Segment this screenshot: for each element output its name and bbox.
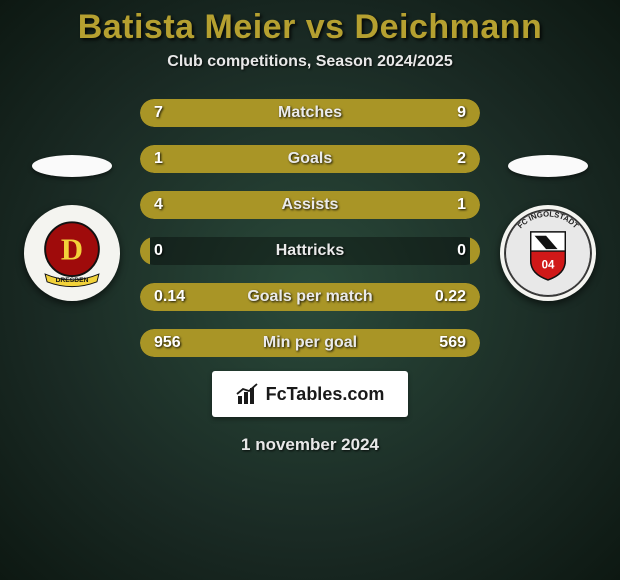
stat-value-left: 7 [154,104,163,122]
stat-value-left: 956 [154,334,181,352]
stat-value-left: 1 [154,150,163,168]
crest-year: 04 [542,259,555,271]
fc-ingolstadt-crest-icon: FC INGOLSTADT 04 [500,205,596,301]
stat-row: 79Matches [140,99,480,127]
date-text: 1 november 2024 [241,435,379,455]
stat-value-right: 0 [457,242,466,260]
club-column-left: D DRESDEN [12,155,132,301]
bar-chart-icon [236,382,260,406]
club-crest-left: D DRESDEN [24,205,120,301]
stat-value-right: 569 [439,334,466,352]
star-marker-right [508,155,588,177]
crest-letter: D [61,233,83,267]
star-marker-left [32,155,112,177]
crest-ribbon-text: DRESDEN [56,277,89,284]
club-column-right: FC INGOLSTADT 04 [488,155,608,301]
bar-fill-left [140,237,150,265]
stat-value-right: 2 [457,150,466,168]
stat-bars: 79Matches12Goals41Assists00Hattricks0.14… [140,99,480,357]
club-crest-right: FC INGOLSTADT 04 [500,205,596,301]
subtitle: Club competitions, Season 2024/2025 [167,53,452,71]
stat-value-right: 9 [457,104,466,122]
stat-label: Hattricks [140,242,480,260]
stat-row: 956569Min per goal [140,329,480,357]
stat-value-right: 0.22 [435,288,466,306]
stat-value-left: 0.14 [154,288,185,306]
stat-row: 0 0Hattricks [140,237,480,265]
branding-badge: FcTables.com [212,371,408,417]
main-row: D DRESDEN 79Matches12Goals41Assists00Hat… [0,99,620,357]
bar-fill-right [470,237,480,265]
bar-fill-right [412,191,480,219]
page-title: Batista Meier vs Deichmann [78,8,543,47]
stat-row: 0.140.22Goals per match [140,283,480,311]
stat-row: 12Goals [140,145,480,173]
stat-row: 41Assists [140,191,480,219]
dynamo-dresden-crest-icon: D DRESDEN [24,205,120,301]
content-root: Batista Meier vs Deichmann Club competit… [0,0,620,580]
stat-value-left: 0 [154,242,163,260]
bar-fill-right [253,145,480,173]
stat-value-right: 1 [457,196,466,214]
branding-text: FcTables.com [266,384,385,405]
bar-fill-right [289,99,480,127]
stat-value-left: 4 [154,196,163,214]
bar-fill-left [140,191,412,219]
